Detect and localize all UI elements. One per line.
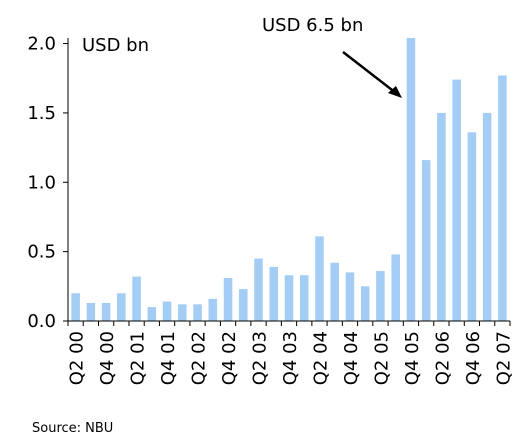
bar [284, 275, 294, 321]
annotation-arrow [342, 51, 397, 94]
bar [360, 286, 370, 321]
x-tick-label: Q4 00 [97, 331, 118, 385]
bar [147, 307, 157, 321]
annotation: USD 6.5 bn [262, 15, 363, 36]
bar [437, 112, 446, 321]
bar [376, 271, 385, 321]
y-tick-label: 0.5 [27, 242, 56, 263]
x-tick-label: Q2 02 [189, 331, 210, 385]
bar [254, 258, 263, 321]
bar [117, 293, 126, 321]
bar [239, 289, 248, 321]
x-tick-label: Q2 06 [432, 331, 453, 385]
x-tick-label: Q2 07 [493, 331, 514, 385]
bar [452, 79, 461, 321]
bar [299, 275, 309, 321]
bar [345, 272, 355, 321]
x-tick-label: Q4 02 [219, 331, 240, 385]
x-tick-label: Q2 00 [67, 331, 88, 385]
bar [498, 75, 507, 322]
x-tick-label: Q4 06 [463, 331, 484, 385]
bar [482, 112, 492, 321]
bar [467, 132, 477, 321]
source: Source: NBU [32, 421, 113, 436]
x-tick-label: Q4 01 [158, 331, 179, 385]
bar [101, 302, 111, 321]
x-tick-label: Q2 04 [310, 331, 331, 385]
bar [223, 277, 233, 321]
bar [269, 266, 279, 321]
bar [86, 302, 96, 321]
x-tick-label: Q2 01 [128, 331, 149, 385]
x-tick-label: Q2 03 [250, 331, 271, 385]
y-tick-label: 1.5 [27, 103, 56, 124]
unit-label: USD bn [82, 35, 149, 56]
bar [162, 301, 172, 321]
bar [193, 304, 202, 321]
x-tick-label: Q4 03 [280, 331, 301, 385]
bar [421, 160, 431, 321]
bar [406, 38, 416, 321]
x-tick-label: Q2 05 [371, 331, 392, 385]
bar [178, 304, 187, 321]
arrow-head [388, 86, 402, 98]
y-tick-label: 2.0 [27, 34, 56, 55]
y-tick-label: 1.0 [27, 172, 56, 193]
y-tick-label: 0.0 [27, 311, 56, 332]
bar [71, 293, 80, 321]
x-tick-label: Q4 05 [402, 331, 423, 385]
bar [315, 236, 324, 321]
bar [132, 276, 141, 321]
bar [330, 262, 339, 321]
x-tick-label: Q4 04 [341, 331, 362, 385]
bar [208, 298, 218, 321]
bar [391, 254, 400, 321]
